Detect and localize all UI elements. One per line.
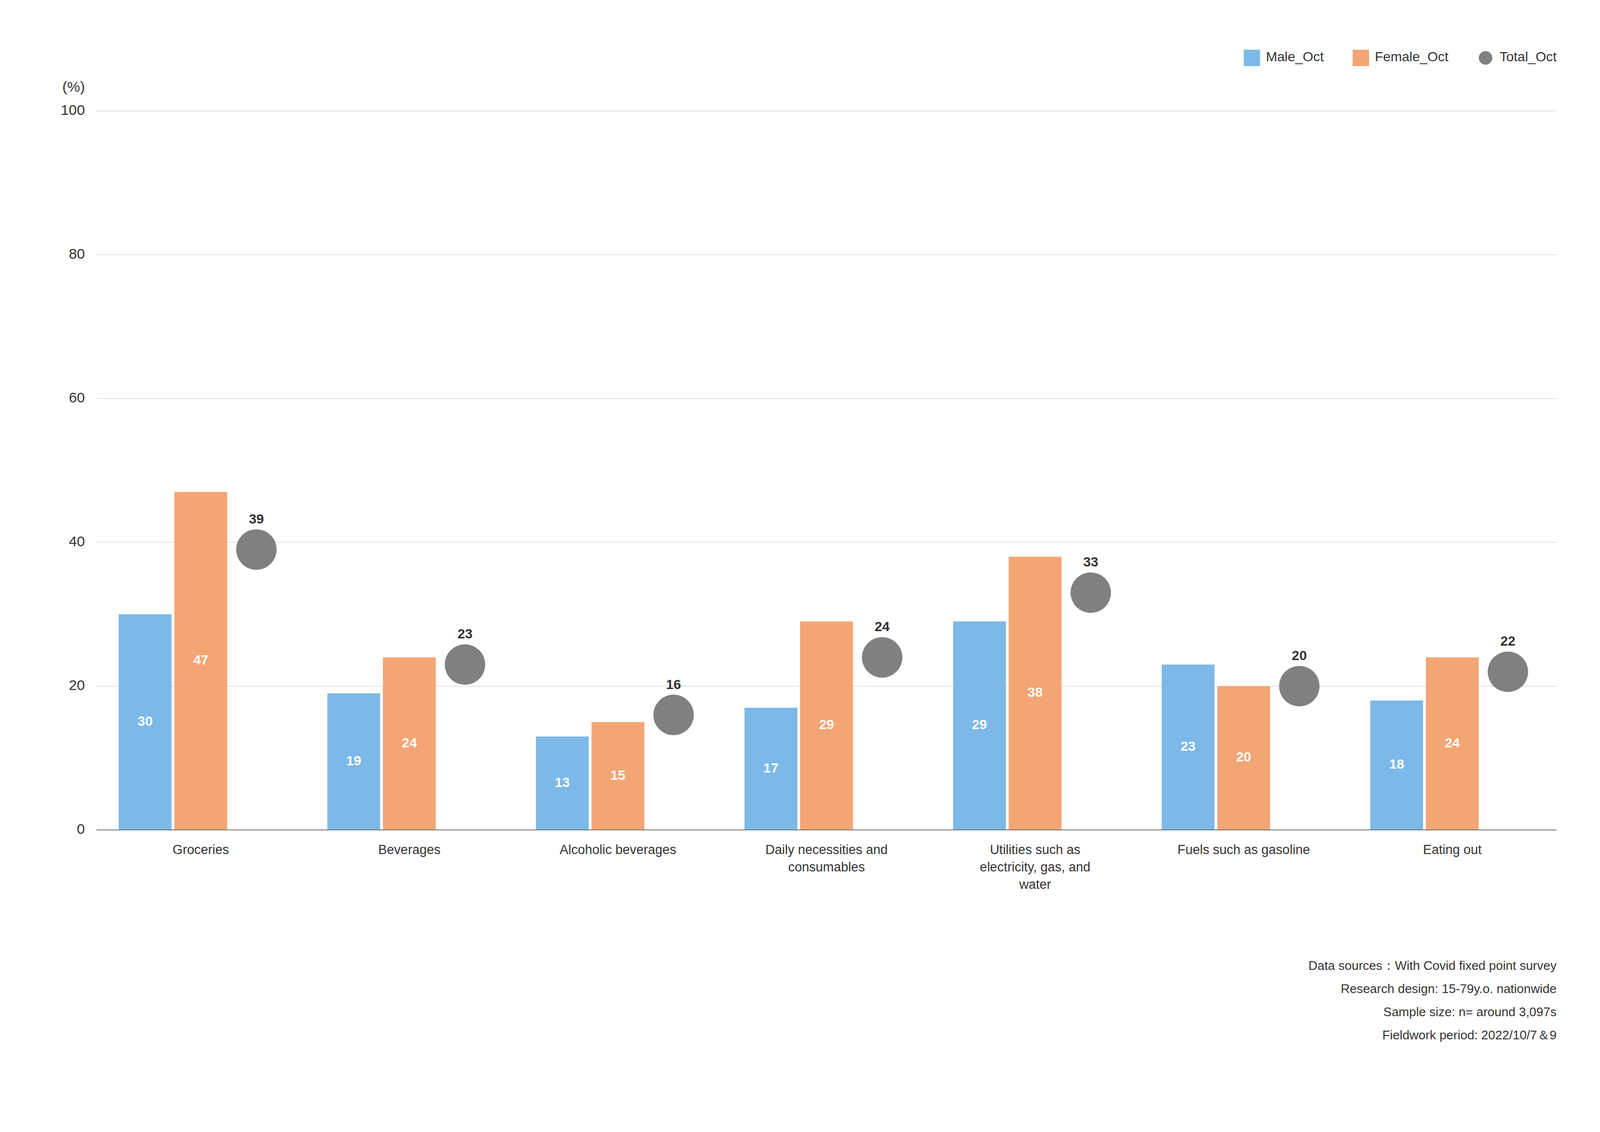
- legend-item: Total_Oct: [1478, 49, 1557, 65]
- grid: [96, 110, 1557, 830]
- legend-swatch: [1478, 51, 1493, 65]
- bar: [1008, 556, 1062, 830]
- legend-swatch: [1352, 49, 1369, 67]
- chart-svg: 0 20 40 60 80 100 (%) 30 19 13 17 29 23 18 47 24 15 29 38 2…: [0, 0, 1600, 1132]
- x-tick-label-line: Groceries: [172, 842, 230, 857]
- marks: [118, 492, 1529, 830]
- x-tick-label: Fuels such as gasoline: [1177, 842, 1311, 857]
- data-label: 33: [1083, 554, 1099, 570]
- point: [861, 636, 903, 678]
- grid-line: [96, 110, 1557, 112]
- bar: [327, 693, 381, 830]
- y-tick-label: 20: [68, 676, 85, 693]
- data-label: 20: [1291, 647, 1307, 663]
- data-label: 24: [401, 735, 418, 751]
- data-label: 18: [1389, 756, 1405, 772]
- legend-item: Female_Oct: [1352, 49, 1449, 67]
- data-label: 30: [137, 713, 153, 729]
- legend-item: Male_Oct: [1243, 49, 1324, 67]
- x-tick-label-line: electricity, gas, and: [979, 859, 1091, 875]
- data-label: 38: [1027, 684, 1043, 700]
- x-axis-line: [96, 829, 1557, 831]
- y-tick-label: 100: [60, 101, 85, 118]
- bar: [1161, 664, 1215, 830]
- data-labels: 30 19 13 17 29 23 18 47 24 15 29 38 20 24 39 23 16 24 33 20…: [137, 511, 1516, 790]
- grid-line: [96, 541, 1557, 543]
- legend-label: Total_Oct: [1499, 49, 1557, 65]
- data-label: 15: [610, 767, 626, 783]
- grid-line: [96, 254, 1557, 256]
- x-tick-label-line: consumables: [788, 859, 865, 875]
- footnote-line: Research design: 15-79y.o. nationwide: [1340, 981, 1557, 996]
- legend: Male_Oct Female_Oct Total_Oct: [1243, 49, 1557, 67]
- bar: [118, 614, 172, 830]
- data-label: 39: [248, 511, 264, 527]
- background: [0, 0, 1600, 1132]
- bar: [382, 656, 437, 830]
- data-label: 22: [1500, 633, 1516, 649]
- y-axis-label: (%): [62, 78, 85, 95]
- x-tick-label: Beverages: [378, 842, 441, 857]
- x-tick-label: Alcoholic beverages: [559, 842, 677, 857]
- x-tick-label: Groceries: [172, 842, 230, 857]
- y-tick-labels: 0 20 40 60 80 100: [60, 101, 85, 837]
- y-tick-label: 60: [68, 389, 85, 406]
- footnote-line: Sample size: n= around 3,097s: [1383, 1004, 1557, 1019]
- point: [1279, 665, 1320, 707]
- x-tick-label-line: Fuels such as gasoline: [1177, 842, 1311, 857]
- y-tick-label: 0: [76, 820, 85, 837]
- bar: [174, 492, 228, 830]
- data-label: 47: [193, 652, 209, 668]
- legend-label: Male_Oct: [1265, 49, 1324, 65]
- data-label: 29: [971, 716, 987, 732]
- bar: [1370, 700, 1424, 830]
- grid-line: [96, 397, 1557, 399]
- data-label: 19: [346, 752, 362, 768]
- legend-label: Female_Oct: [1374, 49, 1449, 65]
- point: [653, 694, 694, 736]
- data-label: 16: [666, 676, 682, 692]
- data-label: 23: [1180, 738, 1196, 754]
- bar: [1425, 656, 1479, 830]
- bar: [953, 621, 1007, 830]
- x-tick-label-line: Beverages: [378, 842, 441, 857]
- series-bars: [118, 614, 1423, 830]
- data-label: 29: [819, 716, 835, 732]
- x-tick-label: Daily necessities and consumables: [765, 842, 889, 875]
- x-tick-label: Utilities such as electricity, gas, andwa…: [979, 842, 1091, 892]
- point: [1070, 572, 1111, 613]
- x-tick-label-line: Utilities such as: [989, 842, 1081, 857]
- y-tick-label: 80: [68, 245, 85, 262]
- grid-line: [96, 829, 1557, 831]
- series-points: [236, 529, 1529, 736]
- data-label: 20: [1236, 749, 1252, 765]
- data-label: 13: [554, 774, 570, 790]
- series-bars: [174, 492, 1479, 830]
- data-label: 24: [1444, 735, 1461, 751]
- bar: [800, 621, 854, 830]
- x-tick-label: Eating out: [1422, 842, 1482, 857]
- footnote-line: Fieldwork period: 2022/10/7＆9: [1382, 1027, 1557, 1042]
- legend-swatch: [1243, 49, 1260, 67]
- footnote-line: Data sources：With Covid fixed point surv…: [1308, 957, 1557, 973]
- point: [1487, 651, 1529, 692]
- bar: [744, 707, 798, 830]
- data-label: 17: [763, 760, 779, 776]
- x-tick-label-line: water: [1018, 876, 1052, 892]
- chart-container: 0 20 40 60 80 100 (%) 30 19 13 17 29 23 18 47 24 15 29 38 2…: [0, 0, 1600, 1132]
- data-label: 23: [457, 626, 473, 642]
- bar: [1217, 685, 1271, 830]
- point: [236, 529, 277, 570]
- x-tick-label-line: Eating out: [1422, 842, 1482, 857]
- x-tick-labels: Groceries Beverages Alcoholic beverages Dai…: [172, 842, 1482, 892]
- x-tick-label-line: Alcoholic beverages: [559, 842, 677, 857]
- bar: [535, 736, 589, 830]
- data-label: 24: [874, 618, 890, 634]
- bar: [591, 722, 645, 831]
- point: [444, 643, 486, 685]
- y-tick-label: 40: [68, 533, 85, 549]
- footnote: Data sources：With Covid fixed point surv…: [1308, 957, 1557, 1042]
- x-tick-label-line: Daily necessities and: [765, 842, 889, 857]
